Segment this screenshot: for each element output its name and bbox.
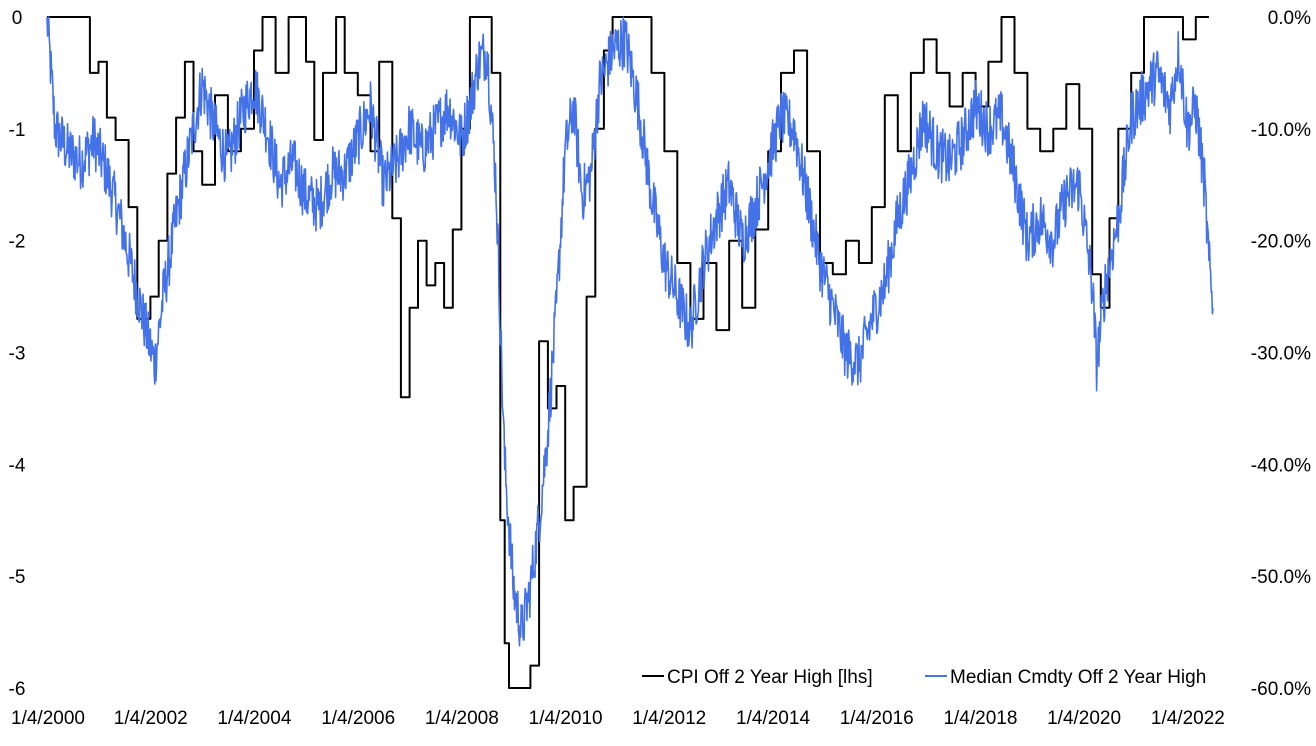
x-axis-tick-label: 1/4/2010	[529, 708, 603, 729]
left-axis-tick-label: -4	[9, 455, 26, 476]
x-axis-tick-label: 1/4/2000	[11, 708, 85, 729]
x-axis-tick-label: 1/4/2014	[736, 708, 810, 729]
left-axis-tick-label: -1	[9, 120, 26, 141]
series-line-0	[47, 16, 1209, 689]
x-axis-ticks: 1/4/2000 1/4/2002 1/4/2004 1/4/2006 1/4/2008…	[11, 708, 1225, 729]
left-axis-tick-label: -6	[9, 679, 26, 700]
right-axis-ticks: 0.0% -10.0% -20.0% -30.0% -40.0% -50.0% -60.0%	[1251, 8, 1311, 700]
left-axis-tick-label: -2	[9, 232, 26, 253]
x-axis-tick-label: 1/4/2008	[425, 708, 499, 729]
right-axis-tick-label: -20.0%	[1251, 232, 1311, 253]
series-layer	[46, 16, 1214, 689]
left-axis-tick-label: -3	[9, 344, 26, 365]
x-axis-tick-label: 1/4/2006	[321, 708, 395, 729]
legend: CPI Off 2 Year High [lhs] Median Cmdty Of…	[642, 667, 1206, 688]
left-axis-ticks: 0 -1 -2 -3 -4 -5 -6	[9, 8, 26, 700]
x-axis-tick-label: 1/4/2002	[114, 708, 188, 729]
left-axis-tick-label: 0	[12, 8, 23, 29]
x-axis-tick-label: 1/4/2018	[943, 708, 1017, 729]
legend-label-0: CPI Off 2 Year High [lhs]	[667, 667, 873, 688]
right-axis-tick-label: -10.0%	[1251, 120, 1311, 141]
x-axis-tick-label: 1/4/2004	[217, 708, 291, 729]
right-axis-tick-label: -50.0%	[1251, 567, 1311, 588]
left-axis-tick-label: -5	[9, 567, 26, 588]
legend-label-1: Median Cmdty Off 2 Year High	[950, 667, 1206, 688]
right-axis-tick-label: -40.0%	[1251, 455, 1311, 476]
right-axis-tick-label: -60.0%	[1251, 679, 1311, 700]
x-axis-tick-label: 1/4/2020	[1047, 708, 1121, 729]
x-axis-tick-label: 1/4/2012	[632, 708, 706, 729]
x-axis-tick-label: 1/4/2022	[1151, 708, 1225, 729]
right-axis-tick-label: 0.0%	[1268, 8, 1311, 29]
series-line-1	[46, 16, 1214, 647]
x-axis-tick-label: 1/4/2016	[840, 708, 914, 729]
right-axis-tick-label: -30.0%	[1251, 344, 1311, 365]
